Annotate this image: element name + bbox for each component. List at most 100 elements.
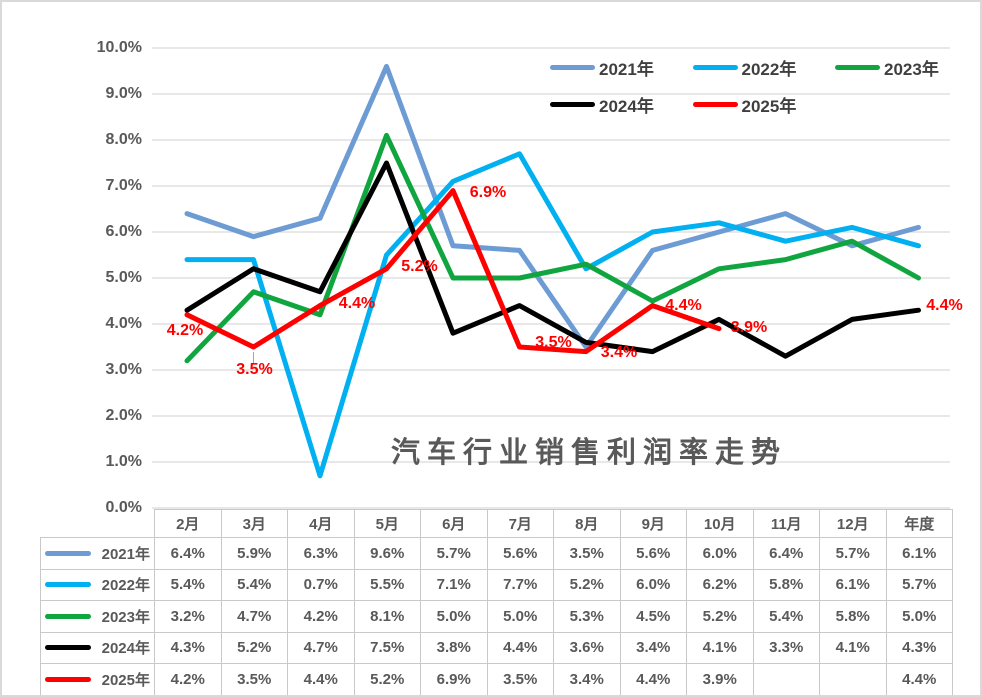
table-cell: 3.2% xyxy=(154,600,222,633)
table-row-label-wrap: 2021年 xyxy=(41,543,154,564)
table-cell: 5.7% xyxy=(420,537,488,570)
data-label-2025年: 4.4% xyxy=(926,296,963,314)
table-column-header: 10月 xyxy=(686,509,754,538)
series-line-swatch xyxy=(45,550,91,556)
series-name: 2024年 xyxy=(101,640,150,658)
table-cell: 3.8% xyxy=(420,631,488,664)
series-name: 2021年 xyxy=(101,545,150,563)
table-cell: 4.1% xyxy=(819,631,887,664)
table-cell: 4.2% xyxy=(287,600,355,633)
table-cell: 4.7% xyxy=(287,631,355,664)
table-cell: 6.3% xyxy=(287,537,355,570)
series-line-2021年 xyxy=(184,63,921,350)
y-axis-tick-label: 9.0% xyxy=(105,85,142,102)
series-line-swatch xyxy=(45,676,91,682)
table-row-label-wrap: 2024年 xyxy=(41,637,154,658)
table-cell: 4.3% xyxy=(885,631,953,664)
table-cell: 5.8% xyxy=(819,600,887,633)
series-line-2024年 xyxy=(184,160,921,359)
table-cell: 4.4% xyxy=(885,663,953,695)
legend-label: 2021年 xyxy=(599,59,654,79)
table-row-label-wrap: 2025年 xyxy=(41,669,154,690)
y-axis-tick-label: 3.0% xyxy=(105,361,142,378)
table-cell: 5.2% xyxy=(220,631,288,664)
legend-item-2024年: 2024年 xyxy=(550,93,654,116)
table-cell: 6.9% xyxy=(420,663,488,695)
legend-label: 2022年 xyxy=(741,59,797,79)
table-cell: 8.1% xyxy=(353,600,421,633)
table-cell: 5.6% xyxy=(619,537,687,570)
table-row-label: 2021年 xyxy=(40,537,155,570)
legend-line-swatch xyxy=(835,64,880,70)
table-cell: 7.5% xyxy=(353,631,421,664)
data-label-2025年: 4.4% xyxy=(665,296,702,314)
table-cell xyxy=(819,663,887,695)
chart-canvas xyxy=(152,47,950,509)
series-line-swatch xyxy=(45,582,91,588)
legend-item-2022年: 2022年 xyxy=(692,56,797,79)
table-cell: 4.7% xyxy=(220,600,288,633)
table-cell: 3.5% xyxy=(220,663,288,695)
line-chart: 10.0% 9.0% 8.0% 7.0% 6.0% 5.0% 4.0% 3.0% 2.0% 1.0… xyxy=(2,2,980,516)
table-column-header: 3月 xyxy=(220,509,288,538)
legend-item-2025年: 2025年 xyxy=(692,93,796,116)
data-label-2025年: 5.2% xyxy=(401,257,438,275)
table-cell: 5.0% xyxy=(486,600,554,633)
table-cell: 5.4% xyxy=(752,600,820,633)
table-cell: 4.4% xyxy=(287,663,355,695)
table-row-label-wrap: 2023年 xyxy=(41,606,154,627)
data-label-2025年: 4.2% xyxy=(166,321,204,339)
table-cell: 9.6% xyxy=(353,537,421,570)
y-axis-tick-label: 10.0% xyxy=(96,39,142,56)
series-line-2023年 xyxy=(184,132,921,364)
table-cell: 4.4% xyxy=(619,663,687,695)
table-cell: 4.4% xyxy=(486,631,554,664)
series-name: 2022年 xyxy=(101,577,150,595)
table-cell: 5.7% xyxy=(819,537,887,570)
table-cell: 5.8% xyxy=(752,568,820,601)
table-cell: 3.4% xyxy=(553,663,621,695)
data-label-2025年: 3.9% xyxy=(730,318,768,336)
legend-item-2023年: 2023年 xyxy=(835,56,939,79)
y-axis-tick-label: 2.0% xyxy=(105,407,142,424)
table-column-header: 年度 xyxy=(885,509,953,538)
table-cell: 6.1% xyxy=(819,568,887,601)
table-cell: 5.0% xyxy=(420,600,488,633)
table-cell: 0.7% xyxy=(287,568,355,601)
chart-title: 汽车行业销售利润率走势 xyxy=(390,437,788,469)
legend-line-swatch xyxy=(692,101,738,107)
table-cell: 5.2% xyxy=(553,568,621,601)
table-cell: 5.4% xyxy=(220,568,288,601)
table-row-label: 2024年 xyxy=(40,631,155,664)
table-cell: 6.1% xyxy=(885,537,953,570)
table-cell: 6.4% xyxy=(154,537,222,570)
table-column-header: 6月 xyxy=(420,509,488,538)
series-line-swatch xyxy=(45,645,91,651)
table-row: 2022年 5.4% 5.4% 0.7% 5.5% 7.1% 7.7% 5.2% 6.0% 6.2… xyxy=(40,568,953,601)
table-column-header: 9月 xyxy=(619,509,687,538)
legend-item-2021年: 2021年 xyxy=(550,56,654,79)
table-cell: 4.1% xyxy=(686,631,754,664)
table-cell: 7.1% xyxy=(420,568,488,601)
table-cell: 4.3% xyxy=(154,631,222,664)
data-label-2025年: 3.5% xyxy=(236,361,273,378)
table-cell: 3.4% xyxy=(619,631,687,664)
legend-line-swatch xyxy=(550,64,595,70)
y-axis-tick-label: 7.0% xyxy=(105,177,142,194)
data-table: 2月 3月 4月 5月 6月 7月 8月 9月 10月 11月 12月 年度 2021年 6.4% 5.9%… xyxy=(40,509,953,695)
y-axis-tick-label: 0.0% xyxy=(105,499,142,516)
table-row: 2023年 3.2% 4.7% 4.2% 8.1% 5.0% 5.0% 5.3% 4.5% 5.2… xyxy=(40,600,953,633)
table-cell: 5.6% xyxy=(486,537,554,570)
series-name: 2025年 xyxy=(101,671,150,689)
table-row-label: 2025年 xyxy=(40,663,155,695)
table-cell: 4.2% xyxy=(154,663,222,695)
table-cell: 3.5% xyxy=(553,537,621,570)
legend-line-swatch xyxy=(692,64,738,70)
y-axis-tick-label: 1.0% xyxy=(105,453,142,470)
table-row: 2025年 4.2% 3.5% 4.4% 5.2% 6.9% 3.5% 3.4% 4.4% 3.9… xyxy=(40,663,953,695)
table-row-label: 2023年 xyxy=(40,600,155,633)
table-column-header: 11月 xyxy=(752,509,820,538)
table-header-row: 2月 3月 4月 5月 6月 7月 8月 9月 10月 11月 12月 年度 xyxy=(41,509,953,538)
table-corner-blank xyxy=(41,510,155,538)
table-row-label: 2022年 xyxy=(40,568,155,601)
